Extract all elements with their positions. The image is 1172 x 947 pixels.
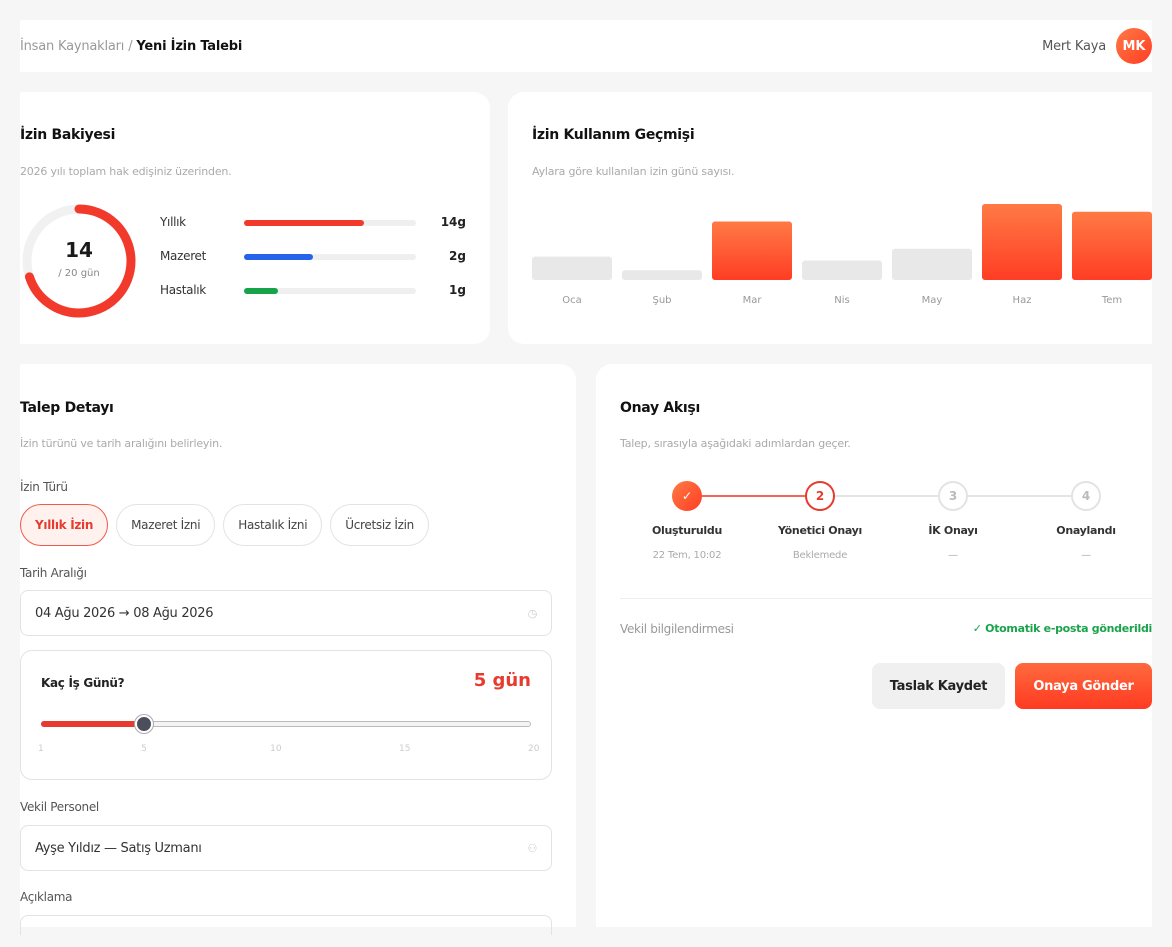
balance-row-label: Hastalık bbox=[160, 283, 206, 297]
substitute-notice-status: ✓ Otomatik e-posta gönderildi bbox=[972, 622, 1153, 635]
top-bar: İnsan Kaynakları / Yeni İzin Talebi Mert K… bbox=[20, 20, 1152, 72]
balance-bar-track bbox=[244, 288, 416, 294]
step-manager-marker: 2 bbox=[805, 481, 835, 511]
work-days-box: Kaç İş Günü? 5 gün 1 5 10 15 20 bbox=[20, 650, 552, 780]
step-meta: 22 Tem, 10:02 bbox=[652, 550, 722, 561]
breadcrumb: İnsan Kaynakları / Yeni İzin Talebi bbox=[20, 39, 242, 54]
balance-row-annual: Yıllık 14g bbox=[160, 215, 466, 231]
slider-tick: 5 bbox=[141, 744, 147, 754]
bar-Nis bbox=[802, 260, 882, 280]
description-field[interactable] bbox=[20, 915, 552, 935]
usage-history-card: İzin Kullanım Geçmişi Aylara göre kullan… bbox=[508, 92, 1152, 344]
step-meta: — bbox=[948, 550, 958, 561]
history-title: İzin Kullanım Geçmişi bbox=[532, 127, 695, 143]
step-created-check-icon: ✓ bbox=[672, 481, 702, 511]
bar-Mar bbox=[712, 221, 792, 280]
balance-row-amount: 2g bbox=[449, 249, 466, 263]
date-range-label: Tarih Aralığı bbox=[20, 566, 87, 580]
flow-connector-done bbox=[687, 495, 820, 497]
request-subtitle: İzin türünü ve tarih aralığını belirleyi… bbox=[20, 437, 223, 450]
usage-bar-chart: Oca Şub Mar Nis May Haz Tem bbox=[532, 203, 1152, 306]
x-tick-label: Şub bbox=[652, 295, 671, 306]
balance-row-amount: 14g bbox=[440, 215, 466, 229]
balance-row-label: Yıllık bbox=[160, 215, 186, 229]
balance-bar-track bbox=[244, 254, 416, 260]
balance-subtitle: 2026 yılı toplam hak edişiniz üzerinden. bbox=[20, 165, 232, 178]
balance-total: / 20 gün bbox=[58, 268, 100, 279]
step-meta: — bbox=[1081, 550, 1091, 561]
divider bbox=[620, 598, 1152, 599]
work-days-slider-handle[interactable] bbox=[135, 715, 154, 733]
x-tick-label: May bbox=[922, 295, 943, 306]
bar-Haz bbox=[982, 203, 1062, 280]
work-days-slider-fill bbox=[41, 721, 145, 727]
balance-title: İzin Bakiyesi bbox=[20, 127, 116, 143]
balance-bar-fill bbox=[244, 288, 279, 294]
donut-arc bbox=[22, 204, 136, 318]
step-label: Yönetici Onayı bbox=[778, 524, 862, 537]
work-days-question: Kaç İş Günü? bbox=[41, 676, 125, 690]
balance-row-label: Mazeret bbox=[160, 249, 207, 263]
leave-type-sick[interactable]: Hastalık İzni bbox=[223, 504, 323, 546]
date-range-field[interactable]: 04 Ağu 2026 → 08 Ağu 2026 ◷ bbox=[20, 590, 552, 636]
leave-balance-card: İzin Bakiyesi 2026 yılı toplam hak edişi… bbox=[20, 92, 490, 344]
users-icon: ⚇ bbox=[527, 841, 537, 855]
balance-row-amount: 1g bbox=[449, 283, 466, 297]
leave-type-annual[interactable]: Yıllık İzin bbox=[20, 504, 109, 546]
leave-type-unpaid[interactable]: Ücretsiz İzin bbox=[330, 504, 429, 546]
x-tick-label: Haz bbox=[1013, 295, 1032, 306]
x-tick-label: Tem bbox=[1101, 295, 1122, 306]
balance-bar-fill bbox=[244, 220, 365, 226]
breadcrumb-parent[interactable]: İnsan Kaynakları bbox=[20, 38, 125, 54]
leave-type-excuse[interactable]: Mazeret İzni bbox=[116, 504, 216, 546]
balance-row-sick: Hastalık 1g bbox=[160, 283, 466, 299]
bar-May bbox=[892, 248, 972, 280]
user-name: Mert Kaya bbox=[1042, 38, 1106, 54]
balance-row-excuse: Mazeret 2g bbox=[160, 249, 466, 265]
bar-Tem bbox=[1072, 211, 1152, 280]
balance-bar-track bbox=[244, 220, 416, 226]
history-subtitle: Aylara göre kullanılan izin günü sayısı. bbox=[532, 165, 735, 178]
step-label: Onaylandı bbox=[1056, 524, 1116, 537]
x-tick-label: Mar bbox=[743, 295, 763, 306]
substitute-notice-label: Vekil bilgilendirmesi bbox=[620, 622, 734, 636]
avatar[interactable]: MK bbox=[1116, 28, 1152, 64]
substitute-value: Ayşe Yıldız — Satış Uzmanı bbox=[35, 840, 202, 856]
step-meta: Beklemede bbox=[792, 550, 848, 561]
bar-Oca bbox=[532, 256, 612, 280]
approval-subtitle: Talep, sırasıyla aşağıdaki adımlardan ge… bbox=[620, 437, 851, 450]
work-days-value: 5 gün bbox=[473, 670, 531, 691]
request-detail-card: Talep Detayı İzin türünü ve tarih aralığ… bbox=[20, 364, 576, 935]
bar-Şub bbox=[622, 270, 702, 280]
approval-title: Onay Akışı bbox=[620, 400, 700, 416]
balance-remaining: 14 bbox=[65, 238, 93, 262]
balance-bar-fill bbox=[244, 254, 313, 260]
slider-tick: 20 bbox=[528, 744, 540, 754]
request-title: Talep Detayı bbox=[20, 400, 114, 416]
breadcrumb-separator: / bbox=[128, 38, 133, 54]
substitute-field[interactable]: Ayşe Yıldız — Satış Uzmanı ⚇ bbox=[20, 825, 552, 871]
substitute-label: Vekil Personel bbox=[20, 800, 99, 814]
balance-donut bbox=[22, 204, 136, 318]
save-draft-button[interactable]: Taslak Kaydet bbox=[872, 663, 1005, 709]
slider-tick: 15 bbox=[399, 744, 411, 754]
step-hr-marker: 3 bbox=[938, 481, 968, 511]
x-tick-label: Oca bbox=[562, 295, 582, 306]
x-tick-label: Nis bbox=[834, 295, 849, 306]
leave-type-label: İzin Türü bbox=[20, 480, 68, 494]
clock-icon: ◷ bbox=[527, 606, 538, 620]
user-menu[interactable]: Mert Kaya MK bbox=[1042, 28, 1152, 64]
step-approved-marker: 4 bbox=[1071, 481, 1101, 511]
slider-tick: 1 bbox=[38, 744, 44, 754]
leave-type-chips: Yıllık İzin Mazeret İzni Hastalık İzni Ü… bbox=[20, 504, 429, 546]
step-label: Oluşturuldu bbox=[651, 524, 723, 537]
approval-flow-card: Onay Akışı Talep, sırasıyla aşağıdaki ad… bbox=[596, 364, 1152, 927]
breadcrumb-current: Yeni İzin Talebi bbox=[136, 38, 243, 54]
send-for-approval-button[interactable]: Onaya Gönder bbox=[1015, 663, 1152, 709]
description-label: Açıklama bbox=[20, 890, 73, 904]
date-range-value: 04 Ağu 2026 → 08 Ağu 2026 bbox=[35, 605, 214, 621]
step-label: İK Onayı bbox=[928, 524, 978, 537]
slider-tick: 10 bbox=[270, 744, 282, 754]
